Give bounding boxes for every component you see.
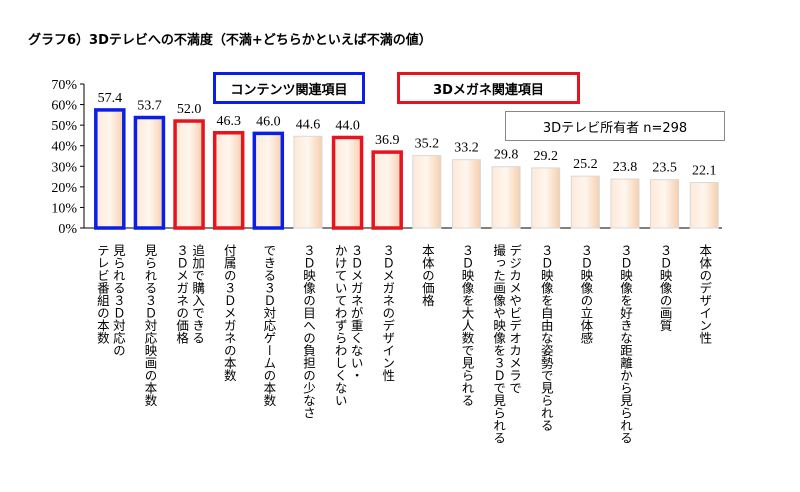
category-label: ３Ｄ映像の画質 (657, 244, 673, 332)
category-label: ３Ｄメガネが重くない・ かけていてわずらわしくない (332, 244, 364, 407)
y-tick-label: 20% (51, 181, 77, 196)
category-label: ３Ｄ映像を大人数で見られる (459, 244, 475, 407)
data-label: 57.4 (98, 91, 123, 106)
bar (451, 159, 481, 229)
category-label: ３Ｄメガネのデザイン性 (380, 244, 396, 382)
category-label: 本体のデザイン性 (697, 244, 713, 344)
bar (371, 150, 403, 230)
data-label: 22.1 (692, 164, 717, 179)
data-label: 29.8 (494, 148, 519, 163)
data-label: 29.2 (533, 149, 558, 164)
bar (252, 131, 285, 230)
category-label: 見られる３Ｄ対応映画の本数 (142, 244, 158, 407)
category-label: ３Ｄ映像の目への負担の少なさ (300, 244, 316, 419)
data-label: 46.3 (216, 114, 241, 129)
data-label: 25.2 (573, 157, 598, 172)
data-label: 23.5 (652, 161, 677, 176)
category-label: ３Ｄ映像の立体感 (578, 244, 594, 344)
data-label: 23.8 (613, 160, 638, 175)
data-label: 52.0 (177, 102, 202, 117)
bar (610, 178, 640, 229)
y-tick-label: 0% (58, 222, 77, 237)
y-tick-label: 30% (51, 160, 77, 175)
y-tick-label: 70% (51, 78, 77, 93)
y-tick-label: 10% (51, 201, 77, 216)
category-label: ３Ｄ映像を好きな距離から見られる (617, 244, 633, 444)
category-label: 見られる３Ｄ対応の テレビ番組の本数 (94, 244, 126, 357)
bar (173, 119, 205, 230)
bar (133, 115, 166, 230)
chart-title: グラフ6）3Dテレビへの不満度（不満+どちらかといえば不満の値） (28, 33, 432, 48)
category-label: デジカメやビデオカメラで 撮った画像や映像を３Ｄで見られる (491, 244, 523, 444)
bar (570, 175, 600, 229)
bar (491, 166, 521, 229)
data-label: 33.2 (454, 141, 479, 156)
bar (212, 131, 245, 230)
bar (94, 108, 126, 230)
category-label: ３Ｄ映像を自由な姿勢で見られる (538, 244, 554, 432)
y-tick-label: 60% (51, 99, 77, 114)
data-label: 44.6 (296, 117, 321, 132)
category-label: できる３Ｄ対応ゲームの本数 (261, 244, 277, 407)
category-label: 追加で購入できる ３Ｄメガネの価格 (174, 244, 206, 344)
y-tick-label: 50% (51, 119, 77, 134)
sample-note: 3Dテレビ所有者 n=298 (505, 111, 725, 141)
data-label: 53.7 (137, 99, 162, 114)
legend-glasses: 3Dメガネ関連項目 (397, 72, 580, 104)
bar (331, 135, 364, 230)
data-label: 46.0 (256, 114, 281, 129)
bar (293, 135, 323, 229)
data-label: 44.0 (335, 118, 360, 133)
legend-content: コンテンツ関連項目 (213, 72, 365, 104)
category-label: 本体の価格 (419, 244, 435, 307)
bar (650, 179, 680, 229)
bar (412, 155, 442, 229)
category-label: 付属の３Ｄメガネの本数 (221, 244, 237, 382)
bar (531, 167, 561, 229)
data-label: 35.2 (415, 137, 440, 152)
data-label: 36.9 (375, 133, 400, 148)
y-tick-label: 40% (51, 140, 77, 155)
bar (689, 182, 719, 229)
